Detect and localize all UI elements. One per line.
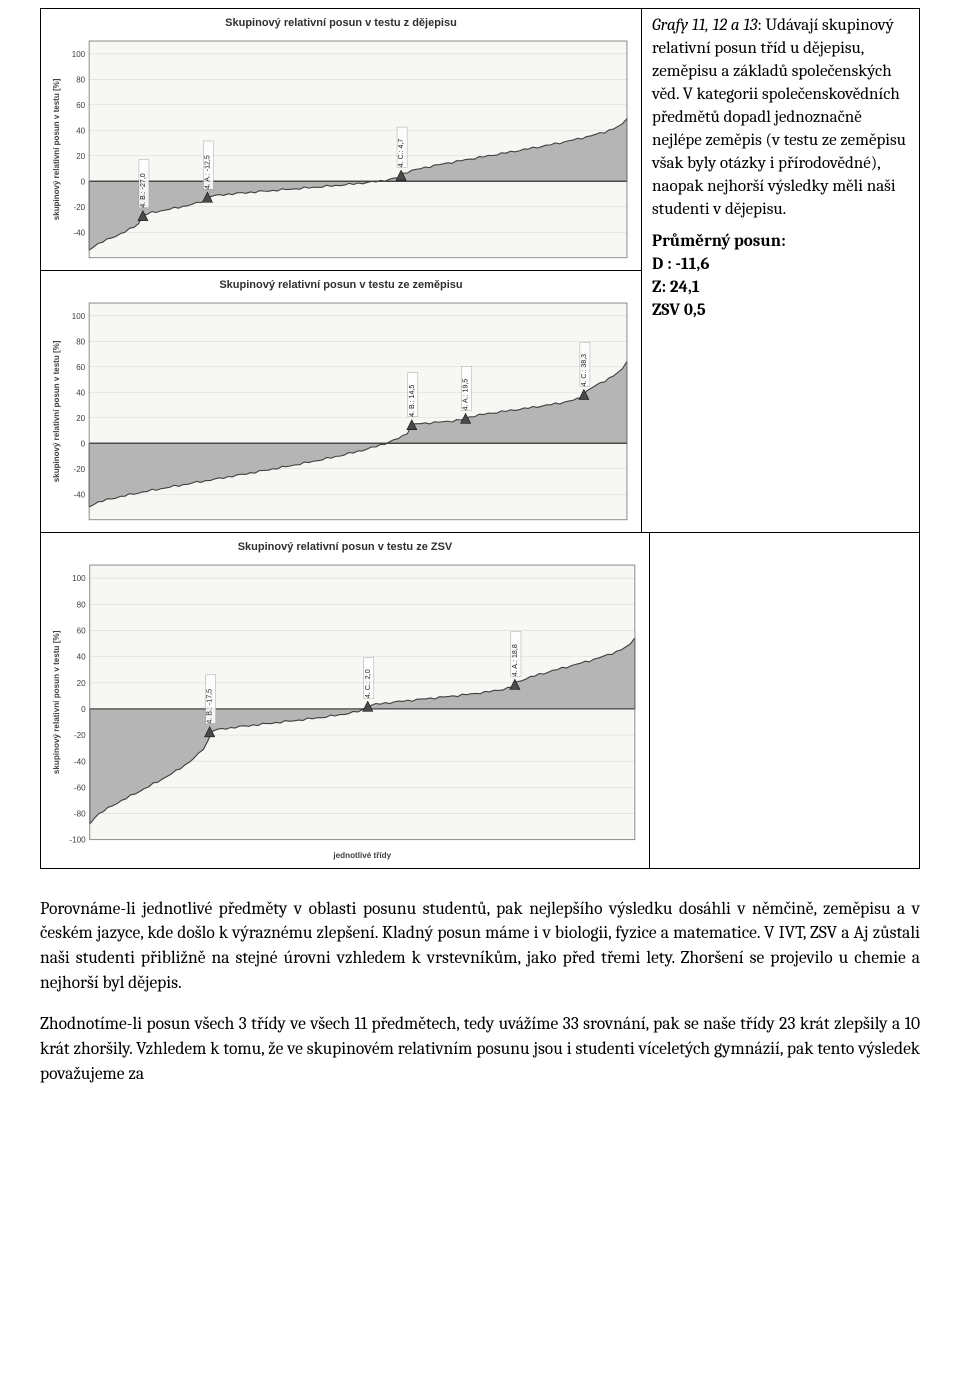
svg-text:80: 80 (76, 75, 85, 84)
svg-text:100: 100 (72, 574, 86, 583)
bottom-table-row: Skupinový relativní posun v testu ze ZSV… (40, 533, 920, 869)
svg-text:jednotlivé třídy: jednotlivé třídy (332, 851, 391, 860)
svg-text:4. A.: 19,5: 4. A.: 19,5 (463, 378, 470, 410)
body-p1: Porovnáme-li jednotlivé předměty v oblas… (40, 897, 920, 996)
avg-title: Průměrný posun: (652, 232, 786, 251)
avg-d: D : -11,6 (652, 255, 709, 274)
svg-text:60: 60 (76, 363, 85, 372)
chart-title-dejepis: Skupinový relativní posun v testu z děje… (45, 17, 637, 29)
chart-cell-zemepis: Skupinový relativní posun v testu ze zem… (41, 271, 641, 533)
svg-text:4. B.: -27,0: 4. B.: -27,0 (140, 173, 147, 207)
svg-text:0: 0 (81, 177, 86, 186)
svg-text:-40: -40 (74, 228, 86, 237)
svg-text:4. C.: 38,3: 4. C.: 38,3 (581, 354, 588, 386)
svg-text:100: 100 (72, 312, 86, 321)
svg-text:-60: -60 (74, 783, 86, 792)
chart-cell-dejepis: Skupinový relativní posun v testu z děje… (41, 9, 641, 271)
chart-title-zemepis: Skupinový relativní posun v testu ze zem… (45, 279, 637, 291)
caption-rest: : Udávají skupinový relativní posun tříd… (652, 16, 906, 219)
chart-svg-dejepis: -40 -20 0 20 40 60 80 100 skupinový relativní po… (45, 35, 637, 266)
svg-text:4. C.: 4,7: 4. C.: 4,7 (398, 139, 405, 168)
chart-svg-zsv: -100 -80 -60 -40 -20 0 20 40 60 80 100 skupinový re… (45, 559, 645, 864)
svg-text:20: 20 (77, 678, 87, 687)
svg-text:skupinový relativní posun v te: skupinový relativní posun v testu [%] (52, 78, 61, 220)
svg-text:40: 40 (76, 126, 85, 135)
side-caption: Grafy 11, 12 a 13: Udávají skupinový rel… (652, 15, 909, 221)
svg-text:-20: -20 (74, 465, 86, 474)
svg-text:4. B.: -17,5: 4. B.: -17,5 (206, 688, 214, 723)
svg-text:-20: -20 (74, 731, 86, 740)
avg-zsv: ZSV 0,5 (652, 301, 706, 320)
body-p2: Zhodnotíme-li posun všech 3 třídy ve vše… (40, 1012, 920, 1087)
svg-text:80: 80 (77, 600, 87, 609)
page: Skupinový relativní posun v testu z děje… (0, 0, 960, 1133)
svg-text:skupinový relativní posun v te: skupinový relativní posun v testu [%] (52, 340, 61, 482)
chart-title-zsv: Skupinový relativní posun v testu ze ZSV (45, 541, 645, 553)
svg-text:40: 40 (76, 388, 85, 397)
svg-text:4. A.: 18,8: 4. A.: 18,8 (511, 644, 519, 676)
chart-cell-zsv: Skupinový relativní posun v testu ze ZSV… (41, 533, 650, 868)
svg-text:60: 60 (76, 101, 85, 110)
svg-text:0: 0 (81, 439, 86, 448)
svg-text:20: 20 (76, 414, 85, 423)
avg-z: Z: 24,1 (652, 278, 700, 297)
svg-text:4. A.: -12,5: 4. A.: -12,5 (204, 155, 211, 189)
svg-text:skupinový relativní posun v te: skupinový relativní posun v testu [%] (52, 630, 61, 774)
svg-text:4. B.: 14,5: 4. B.: 14,5 (409, 384, 416, 416)
caption-prefix: Grafy 11, 12 a 13 (652, 16, 757, 35)
svg-text:0: 0 (81, 705, 86, 714)
svg-text:-40: -40 (74, 757, 86, 766)
svg-text:4. C.: 2,0: 4. C.: 2,0 (364, 669, 372, 698)
svg-text:-20: -20 (74, 203, 86, 212)
svg-text:60: 60 (77, 626, 87, 635)
body-text: Porovnáme-li jednotlivé předměty v oblas… (40, 897, 920, 1087)
top-table-row: Skupinový relativní posun v testu z děje… (40, 8, 920, 533)
svg-text:100: 100 (72, 50, 86, 59)
svg-text:20: 20 (76, 152, 85, 161)
svg-text:80: 80 (76, 337, 85, 346)
svg-text:-100: -100 (69, 835, 86, 844)
svg-text:40: 40 (77, 652, 87, 661)
svg-text:-80: -80 (74, 809, 86, 818)
bottom-filler (650, 533, 919, 868)
chart-svg-zemepis: -40 -20 0 20 40 60 80 100 skupinový relativní po… (45, 297, 637, 528)
side-text-cell: Grafy 11, 12 a 13: Udávají skupinový rel… (641, 9, 919, 533)
avg-block: Průměrný posun: D : -11,6 Z: 24,1 ZSV 0,… (652, 231, 909, 323)
charts-column: Skupinový relativní posun v testu z děje… (41, 9, 641, 533)
svg-text:-40: -40 (74, 490, 86, 499)
